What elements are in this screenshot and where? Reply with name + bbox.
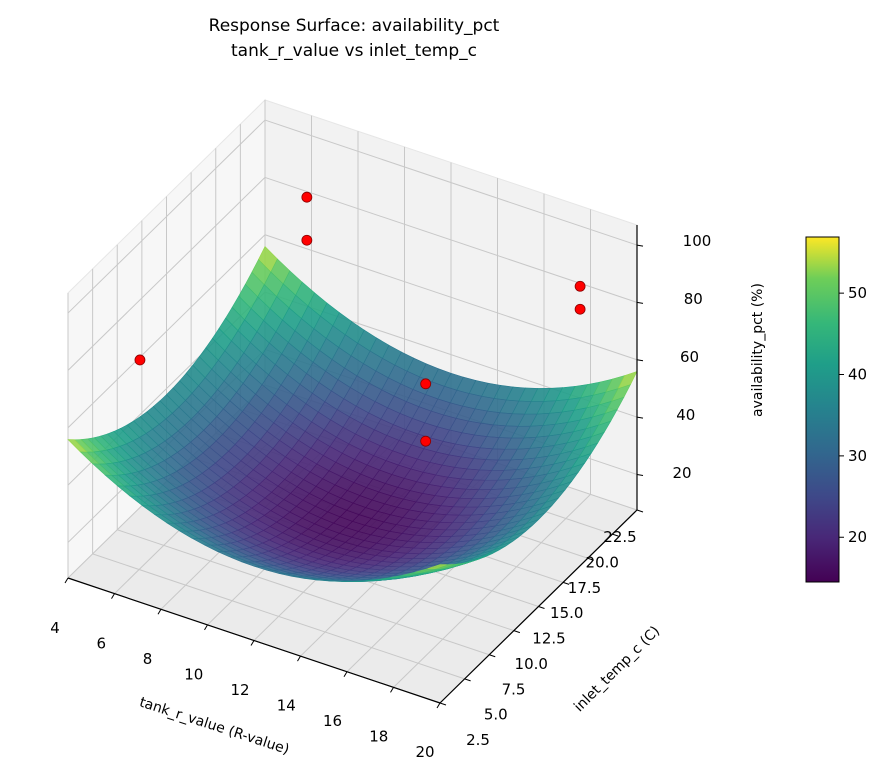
grid-line-y: [92, 553, 465, 680]
grid-line-y: [117, 529, 490, 656]
y-tick-label: 7.5: [502, 680, 526, 698]
z-tick-label: 40: [676, 406, 695, 424]
y-tick-label: 2.5: [466, 731, 490, 749]
data-point: [574, 280, 586, 292]
x-tick-label: 10: [184, 666, 203, 684]
y-tick-mark: [439, 702, 447, 706]
data-point: [420, 435, 432, 447]
colorbar-tick-label: 40: [848, 366, 867, 384]
y-tick-mark: [538, 606, 545, 609]
y-tick-mark: [562, 581, 570, 585]
z-tick-mark: [636, 359, 644, 362]
surface-patch: [427, 564, 447, 570]
x-tick-mark: [111, 593, 115, 599]
surface: [67, 246, 638, 582]
y-tick-label: 17.5: [568, 579, 601, 597]
grid-line-z: [264, 176, 638, 303]
x-axis-label: tank_r_value (R-value): [137, 694, 291, 758]
y-tick-mark: [612, 533, 619, 537]
y-tick-label: 12.5: [532, 630, 565, 648]
y-axis-label: inlet_temp_c (C): [571, 623, 663, 715]
z-tick-label: 60: [680, 348, 699, 366]
z-tick-label: 20: [672, 464, 691, 482]
x-tick-label: 6: [96, 635, 106, 653]
x-tick-mark: [436, 702, 441, 709]
data-point: [420, 378, 432, 390]
colorbar-gradient: [805, 236, 840, 583]
data-point: [134, 354, 146, 366]
data-point: [574, 303, 586, 315]
y-tick-mark: [489, 654, 496, 658]
x-tick-label: 14: [277, 697, 296, 715]
colorbar-tick-label: 50: [848, 284, 867, 302]
x-tick-mark: [297, 655, 301, 662]
colorbar-tick-label: 20: [848, 528, 867, 546]
data-point: [301, 191, 313, 203]
x-tick-label: 4: [50, 619, 60, 637]
chart-title: Response Surface: availability_pct: [209, 16, 500, 36]
y-tick-label: 20.0: [586, 553, 619, 571]
z-tick-mark: [636, 301, 644, 304]
axis-lines: [64, 225, 644, 709]
x-tick-label: 12: [230, 681, 249, 699]
z-tick-mark: [636, 473, 644, 476]
z-tick-mark: [636, 244, 644, 247]
tick-labels: 4 6 8 10 12 14 16 18 20 2.5 5.0 7.5 10.0 12.5 15.0 17.5…: [50, 232, 711, 761]
y-tick-label: 5.0: [484, 706, 508, 724]
z-tick-label: 80: [684, 290, 703, 308]
x-tick-label: 18: [369, 728, 388, 746]
grid-line-z: [264, 234, 638, 361]
x-tick-mark: [250, 640, 255, 646]
scatter-points: [134, 191, 586, 447]
x-tick-label: 20: [415, 743, 434, 761]
grid-line-z: [67, 234, 266, 429]
x-tick-mark: [204, 624, 208, 631]
grid-line-z: [67, 119, 266, 314]
grid-line-z: [264, 119, 638, 246]
x-tick-label: 8: [143, 650, 153, 668]
y-tick-mark: [464, 678, 471, 682]
colorbar: 20 30 40 50: [805, 236, 867, 583]
x-tick-mark: [157, 608, 162, 615]
colorbar-tick-label: 30: [848, 447, 867, 465]
x-tick-mark: [343, 671, 348, 678]
z-tick-mark: [636, 416, 644, 419]
x-tick-mark: [390, 687, 394, 693]
y-tick-label: 10.0: [515, 655, 548, 673]
x-tick-label: 16: [323, 712, 342, 730]
grid-line-z: [67, 177, 266, 371]
data-point: [301, 234, 313, 246]
z-axis-label: availability_pct (%): [750, 283, 766, 417]
y-tick-mark: [513, 630, 521, 634]
x-tick-mark: [64, 577, 69, 584]
y-tick-mark: [636, 509, 644, 513]
y-tick-label: 22.5: [603, 528, 636, 546]
z-tick-label: 100: [683, 232, 712, 250]
y-tick-mark: [587, 557, 594, 561]
chart-subtitle: tank_r_value vs inlet_temp_c: [231, 41, 477, 61]
y-tick-label: 15.0: [550, 604, 583, 622]
